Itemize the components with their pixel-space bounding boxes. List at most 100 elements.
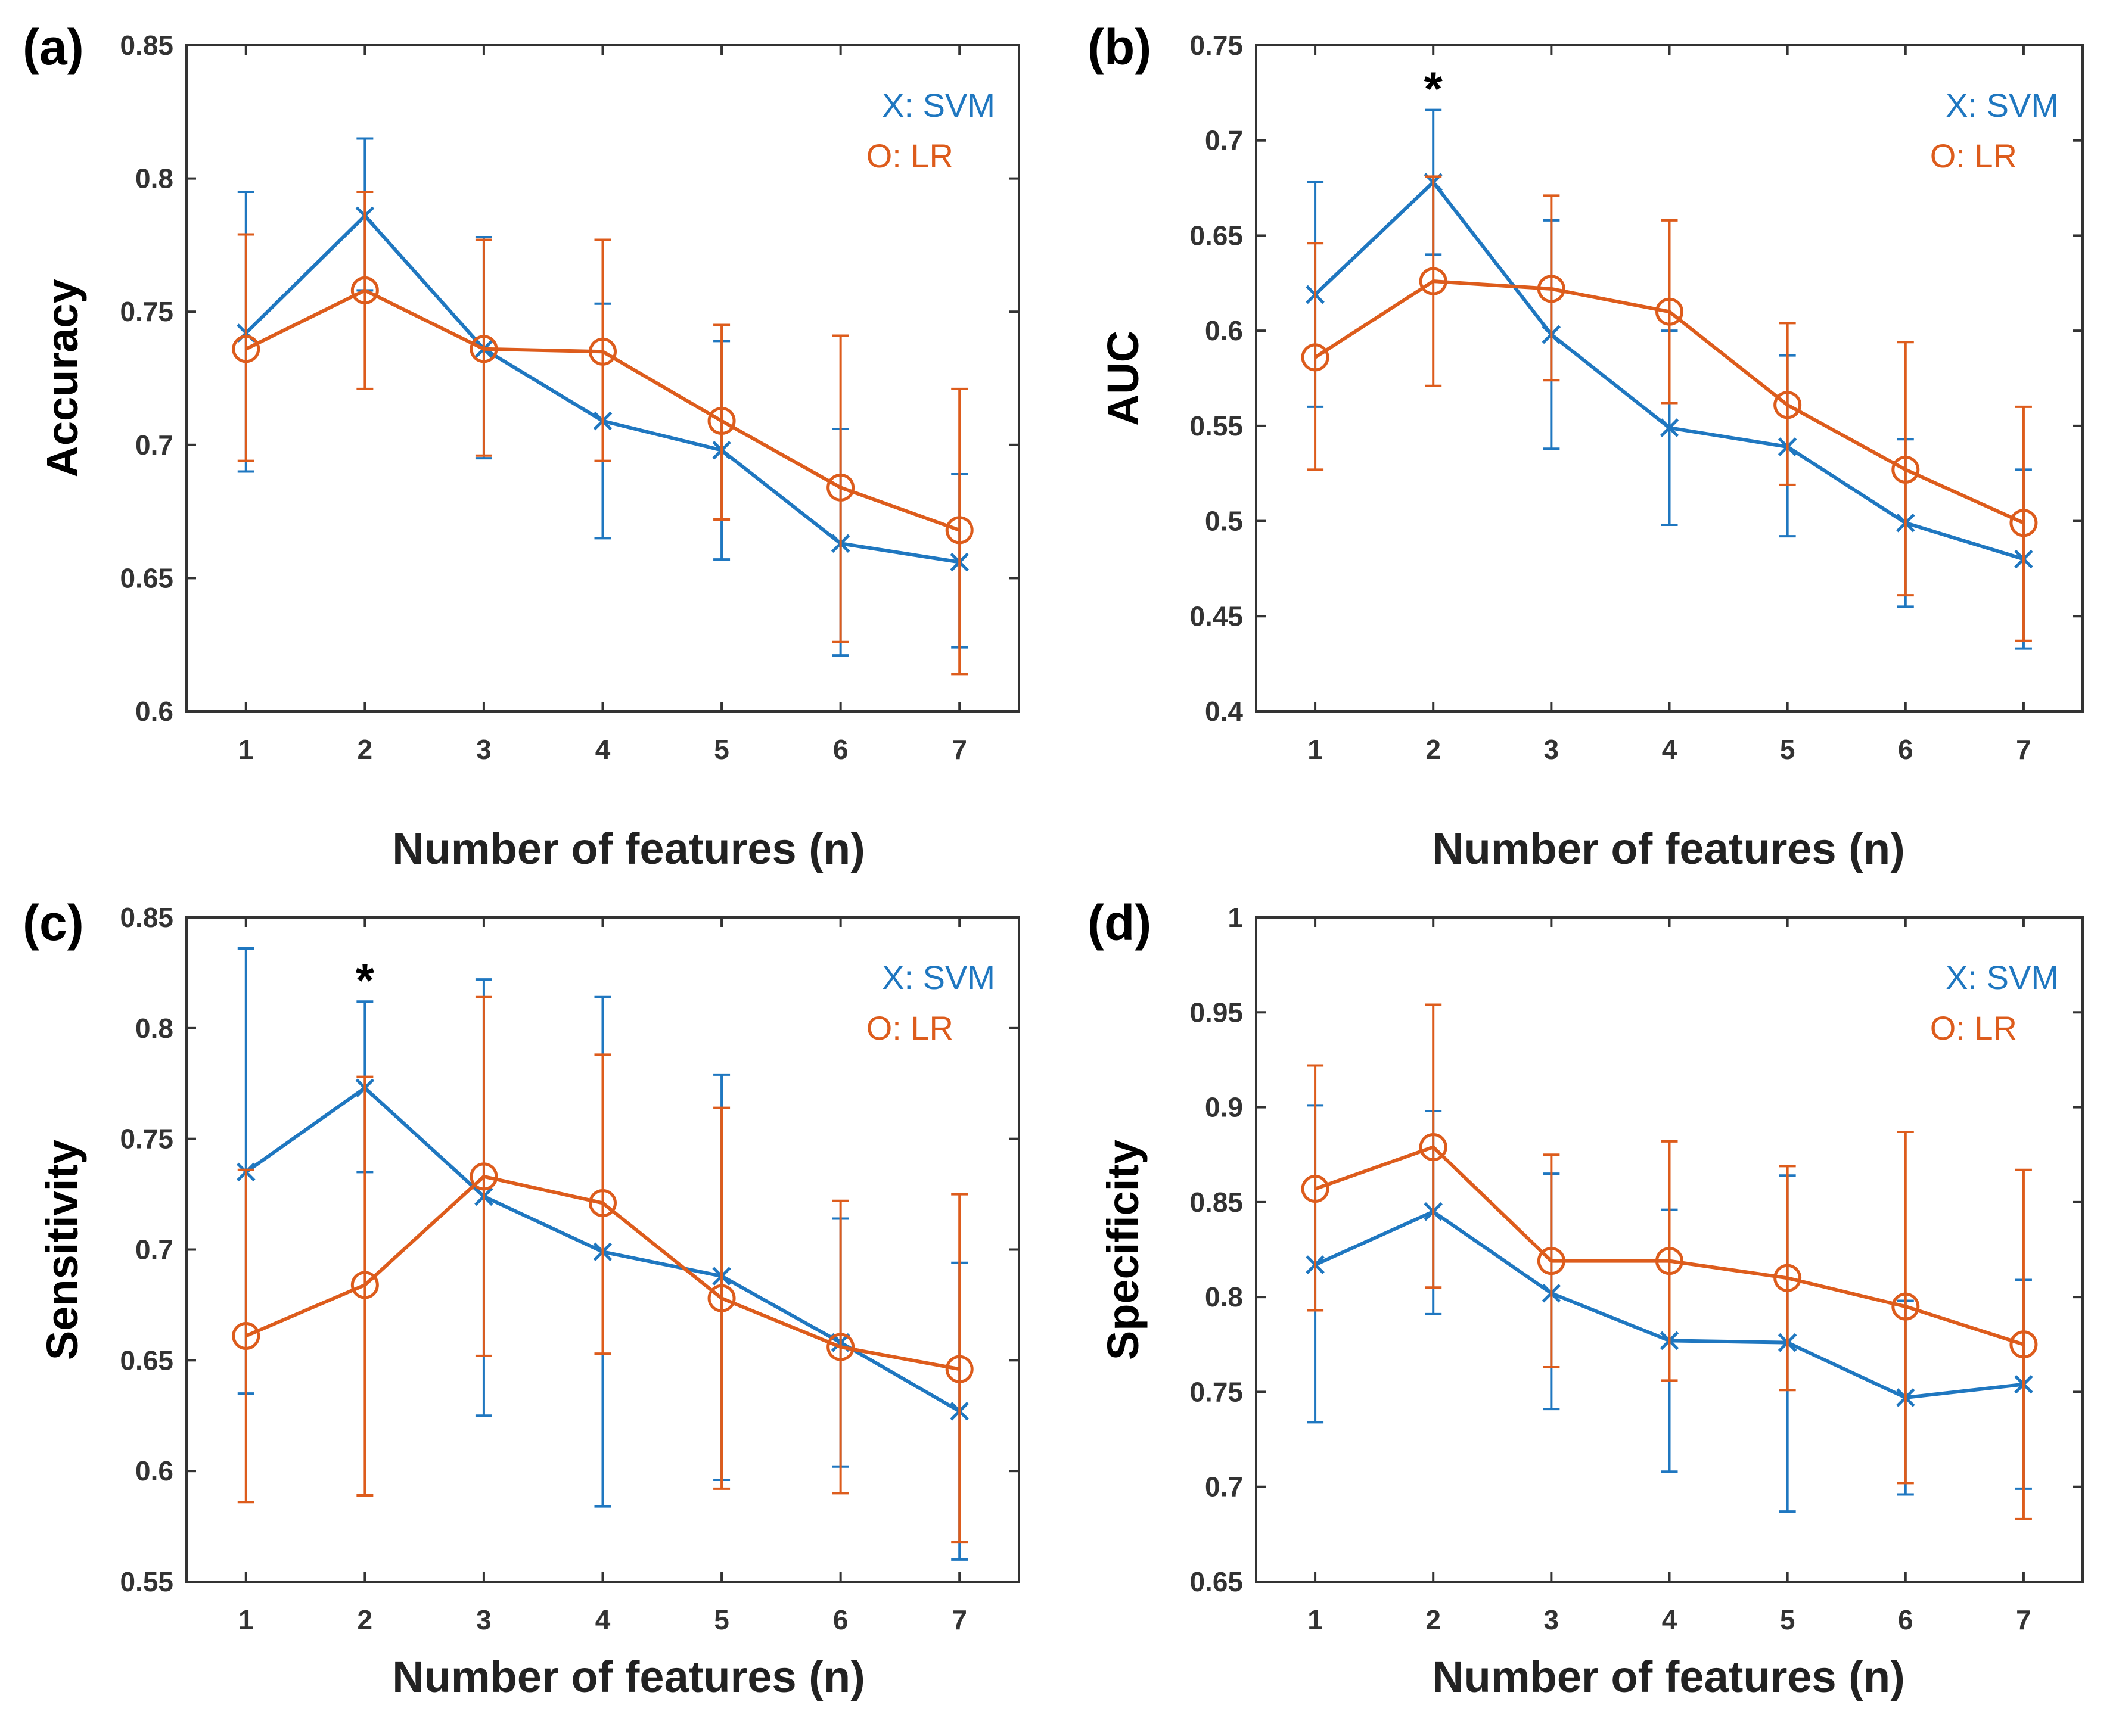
- y-tick-label: 0.55: [120, 1566, 173, 1597]
- data-point-o: [1773, 391, 1802, 419]
- y-tick-label: 0.5: [1205, 506, 1243, 537]
- y-tick-label: 1: [1228, 902, 1243, 933]
- series-line: [1315, 1145, 2024, 1346]
- y-tick-label: 0.85: [120, 30, 173, 61]
- data-point-o: [350, 1271, 379, 1299]
- y-tick-label: 0.55: [1189, 410, 1243, 441]
- y-tick-label: 0.6: [1205, 315, 1243, 346]
- series-lr: [1301, 175, 2038, 642]
- x-axis-title: Number of features (n): [1432, 1652, 1905, 1701]
- panel-4: 0.65 0.7 0.75 0.8 0.85 0.9 0.95 1 1 2 3 4 5 6 7 (d) Spec…: [1087, 895, 2084, 1701]
- y-tick-label: 0.8: [1205, 1281, 1243, 1312]
- x-tick-label: 6: [833, 734, 849, 765]
- series-lr: [1301, 1003, 2038, 1520]
- significance-star: *: [1424, 63, 1443, 116]
- data-point-o: [1891, 1292, 1920, 1321]
- x-tick-label: 7: [952, 1604, 967, 1635]
- x-tick-label: 5: [1780, 1604, 1795, 1635]
- panel-label: (b): [1087, 19, 1151, 75]
- data-point-o: [2009, 509, 2038, 537]
- panel-3: 0.55 0.6 0.65 0.7 0.75 0.8 0.85 1 2 3 4 5 6 7 (c) Sensi…: [23, 895, 1020, 1701]
- legend-lr: O: LR: [1930, 137, 2017, 175]
- panel-1: 0.6 0.65 0.7 0.75 0.8 0.85 1 2 3 4 5 6 7 (a) Accuracy N…: [23, 19, 1020, 873]
- y-tick-label: 0.95: [1189, 997, 1243, 1028]
- x-tick-label: 2: [1425, 1604, 1441, 1635]
- data-point-o: [826, 1333, 855, 1361]
- legend-lr: O: LR: [866, 137, 953, 175]
- x-tick-label: 5: [1780, 734, 1795, 765]
- data-point-o: [1301, 343, 1329, 372]
- x-tick-label: 6: [1898, 734, 1913, 765]
- x-tick-label: 3: [476, 734, 492, 765]
- series-line: [1314, 279, 2025, 525]
- y-tick-label: 0.85: [120, 902, 173, 933]
- y-axis-title: Accuracy: [38, 279, 87, 477]
- x-axis-title: Number of features (n): [392, 1652, 865, 1701]
- y-tick-label: 0.8: [135, 1013, 173, 1044]
- data-point-o: [707, 1284, 736, 1312]
- y-tick-label: 0.85: [1189, 1187, 1243, 1218]
- y-tick-label: 0.75: [120, 296, 173, 327]
- data-point-o: [945, 516, 974, 545]
- data-point-o: [1419, 1133, 1447, 1161]
- data-point-o: [826, 473, 855, 502]
- y-tick-label: 0.7: [1205, 125, 1243, 156]
- y-tick-label: 0.75: [1189, 30, 1243, 61]
- y-tick-label: 0.65: [1189, 1566, 1243, 1597]
- y-tick-label: 0.6: [135, 696, 173, 727]
- data-point-x: [1660, 418, 1679, 437]
- y-tick-label: 0.45: [1189, 601, 1243, 631]
- data-point-o: [1891, 455, 1920, 484]
- x-tick-label: 1: [238, 734, 254, 765]
- significance-star: *: [356, 954, 375, 1007]
- x-axis-title: Number of features (n): [1432, 824, 1905, 873]
- series-lr: [232, 190, 974, 676]
- y-tick-label: 0.7: [1205, 1471, 1243, 1502]
- legend-svm: X: SVM: [1946, 86, 2059, 124]
- x-tick-label: 1: [238, 1604, 254, 1635]
- x-tick-label: 4: [1662, 734, 1677, 765]
- marker-stroke: [1660, 418, 1679, 437]
- x-tick-label: 4: [1662, 1604, 1677, 1635]
- x-tick-label: 1: [1307, 1604, 1323, 1635]
- x-tick-label: 6: [1898, 1604, 1913, 1635]
- x-tick-label: 7: [2016, 1604, 2031, 1635]
- data-point-o: [232, 1321, 260, 1350]
- panel-label: (a): [23, 19, 84, 75]
- data-point-o: [1537, 1247, 1565, 1275]
- series-line: [245, 1174, 960, 1371]
- data-point-o: [1301, 1175, 1329, 1203]
- legend-svm: X: SVM: [882, 959, 995, 996]
- panel-2: 0.4 0.45 0.5 0.55 0.6 0.65 0.7 0.75 1 2 3 4 5 6 7 (b) AU…: [1087, 19, 2084, 873]
- x-tick-label: 6: [833, 1604, 849, 1635]
- x-tick-label: 1: [1307, 734, 1323, 765]
- legend-svm: X: SVM: [1946, 959, 2059, 996]
- data-point-o: [707, 407, 736, 435]
- x-tick-label: 4: [595, 1604, 611, 1635]
- y-axis-title: AUC: [1098, 331, 1148, 426]
- x-tick-label: 7: [952, 734, 967, 765]
- legend-lr: O: LR: [866, 1009, 953, 1047]
- data-point-o: [1655, 297, 1683, 326]
- data-point-o: [2009, 1330, 2038, 1359]
- data-point-o: [1537, 275, 1565, 303]
- data-point-o: [232, 335, 260, 363]
- x-tick-label: 2: [358, 1604, 373, 1635]
- y-axis-title: Sensitivity: [38, 1140, 87, 1360]
- x-tick-label: 2: [1425, 734, 1441, 765]
- y-tick-label: 0.75: [1189, 1376, 1243, 1407]
- data-point-o: [1773, 1264, 1802, 1292]
- data-point-o: [1655, 1247, 1683, 1275]
- y-tick-label: 0.4: [1205, 696, 1243, 727]
- y-tick-label: 0.7: [135, 430, 173, 461]
- x-tick-label: 5: [714, 1604, 729, 1635]
- data-point-o: [1419, 267, 1447, 295]
- y-tick-label: 0.6: [135, 1455, 173, 1486]
- panel-label: (d): [1087, 895, 1151, 951]
- y-tick-label: 0.9: [1205, 1092, 1243, 1123]
- y-tick-label: 0.8: [135, 163, 173, 194]
- data-point-o: [589, 1189, 617, 1217]
- y-tick-label: 0.7: [135, 1234, 173, 1265]
- series-lr: [232, 995, 974, 1544]
